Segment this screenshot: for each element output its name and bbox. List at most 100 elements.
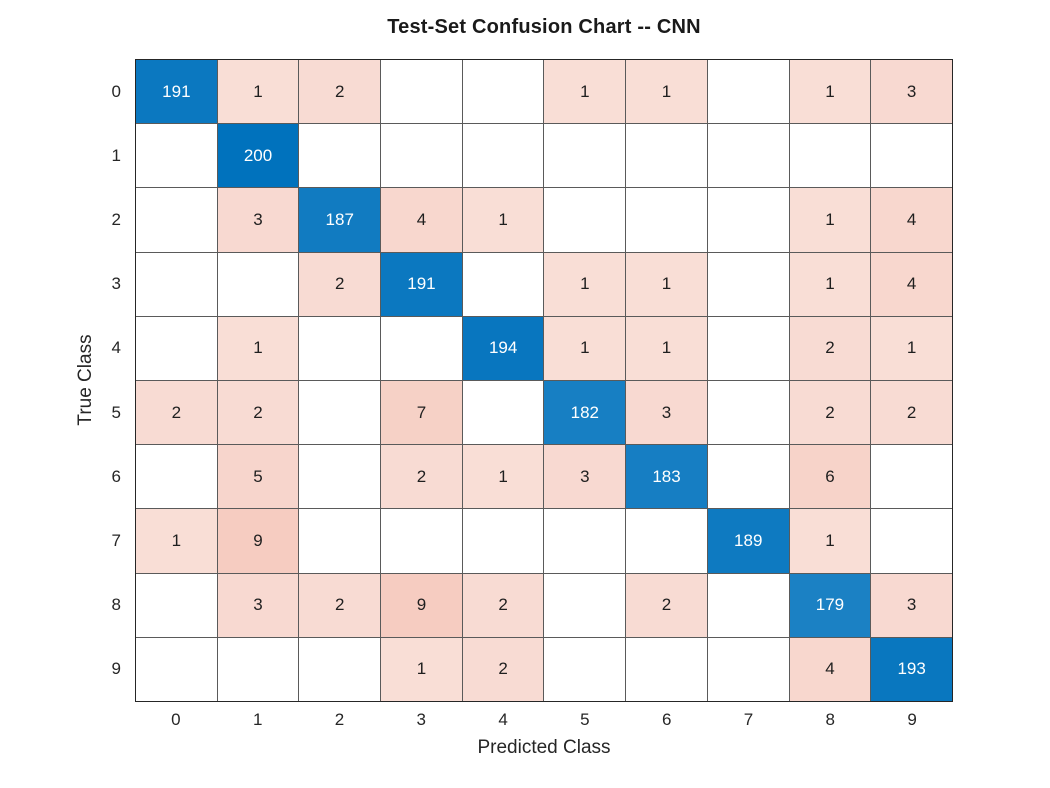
x-axis-tick-labels: 0 1 2 3 4 5 6 7 8 9 bbox=[135, 702, 953, 732]
confusion-cell bbox=[299, 381, 381, 445]
y-tick-label: 5 bbox=[111, 402, 121, 422]
y-axis-tick-labels: 0 1 2 3 4 5 6 7 8 9 bbox=[0, 60, 121, 701]
x-tick-label: 6 bbox=[661, 710, 672, 729]
confusion-cell: 1 bbox=[217, 316, 299, 380]
confusion-cell: 3 bbox=[217, 573, 299, 637]
confusion-cell bbox=[871, 445, 952, 509]
confusion-cell: 1 bbox=[462, 188, 544, 252]
confusion-cell bbox=[871, 509, 952, 573]
y-tick-label: 8 bbox=[111, 594, 121, 614]
confusion-cell bbox=[707, 252, 789, 316]
confusion-cell bbox=[789, 124, 871, 188]
confusion-cell: 1 bbox=[626, 60, 707, 124]
confusion-cell bbox=[707, 316, 789, 380]
confusion-cell: 1 bbox=[789, 252, 871, 316]
confusion-cell: 183 bbox=[626, 445, 707, 509]
confusion-cell bbox=[626, 637, 707, 701]
confusion-cell bbox=[217, 252, 299, 316]
confusion-cell bbox=[871, 124, 952, 188]
confusion-matrix-grid: 191 1 2 1 1 1 3 200 3 187 4 1 1 4 2 191 1 1 1 4 1 194 1 1 2 1 2 2 7 1… bbox=[135, 59, 953, 702]
confusion-cell: 4 bbox=[789, 637, 871, 701]
confusion-cell bbox=[462, 381, 544, 445]
confusion-cell bbox=[299, 316, 381, 380]
confusion-cell bbox=[707, 60, 789, 124]
confusion-cell bbox=[707, 124, 789, 188]
confusion-cell: 200 bbox=[217, 124, 299, 188]
confusion-cell: 1 bbox=[462, 445, 544, 509]
confusion-cell: 4 bbox=[381, 188, 462, 252]
confusion-cell bbox=[707, 573, 789, 637]
confusion-cell: 2 bbox=[299, 573, 381, 637]
confusion-cell bbox=[381, 316, 462, 380]
confusion-cell: 187 bbox=[299, 188, 381, 252]
confusion-cell: 7 bbox=[381, 381, 462, 445]
confusion-cell: 179 bbox=[789, 573, 871, 637]
confusion-cell bbox=[299, 124, 381, 188]
x-axis-label: Predicted Class bbox=[477, 737, 611, 758]
confusion-cell: 1 bbox=[544, 60, 626, 124]
confusion-cell bbox=[544, 573, 626, 637]
confusion-cell bbox=[299, 637, 381, 701]
y-tick-label: 9 bbox=[111, 658, 121, 678]
confusion-cell bbox=[381, 124, 462, 188]
confusion-cell: 9 bbox=[217, 509, 299, 573]
chart-title: Test-Set Confusion Chart -- CNN bbox=[387, 16, 701, 38]
confusion-cell bbox=[381, 60, 462, 124]
confusion-cell: 1 bbox=[789, 60, 871, 124]
confusion-cell: 5 bbox=[217, 445, 299, 509]
confusion-cell bbox=[707, 445, 789, 509]
y-tick-label: 6 bbox=[111, 466, 121, 486]
confusion-cell: 189 bbox=[707, 509, 789, 573]
confusion-cell: 3 bbox=[217, 188, 299, 252]
confusion-cell: 3 bbox=[871, 573, 952, 637]
confusion-cell: 182 bbox=[544, 381, 626, 445]
y-tick-label: 4 bbox=[111, 338, 121, 358]
y-tick-label: 7 bbox=[111, 530, 121, 550]
confusion-cell bbox=[136, 573, 217, 637]
confusion-cell: 1 bbox=[217, 60, 299, 124]
x-tick-label: 9 bbox=[907, 710, 917, 729]
x-tick-label: 7 bbox=[743, 710, 754, 729]
confusion-cell bbox=[544, 188, 626, 252]
confusion-cell: 194 bbox=[462, 316, 544, 380]
confusion-cell: 3 bbox=[871, 60, 952, 124]
confusion-cell: 9 bbox=[381, 573, 462, 637]
confusion-cell: 2 bbox=[381, 445, 462, 509]
confusion-cell: 1 bbox=[544, 316, 626, 380]
y-tick-label: 0 bbox=[111, 82, 121, 102]
y-tick-label: 1 bbox=[111, 146, 121, 166]
x-tick-label: 8 bbox=[825, 710, 836, 729]
confusion-cell: 2 bbox=[136, 381, 217, 445]
confusion-cell: 191 bbox=[136, 60, 217, 124]
confusion-cell: 2 bbox=[217, 381, 299, 445]
confusion-cell: 2 bbox=[789, 381, 871, 445]
confusion-cell bbox=[136, 316, 217, 380]
confusion-cell: 2 bbox=[299, 252, 381, 316]
confusion-cell: 1 bbox=[544, 252, 626, 316]
confusion-cell bbox=[217, 637, 299, 701]
x-tick-label: 5 bbox=[580, 710, 590, 729]
y-tick-label: 3 bbox=[111, 274, 121, 294]
confusion-cell: 1 bbox=[789, 509, 871, 573]
confusion-cell: 1 bbox=[626, 252, 707, 316]
confusion-cell: 1 bbox=[626, 316, 707, 380]
confusion-cell: 2 bbox=[462, 573, 544, 637]
confusion-cell: 1 bbox=[871, 316, 952, 380]
confusion-cell: 4 bbox=[871, 252, 952, 316]
x-tick-label: 0 bbox=[171, 710, 181, 729]
confusion-cell: 2 bbox=[871, 381, 952, 445]
confusion-cell bbox=[462, 252, 544, 316]
confusion-cell: 2 bbox=[789, 316, 871, 380]
confusion-cell: 2 bbox=[626, 573, 707, 637]
confusion-cell bbox=[544, 637, 626, 701]
confusion-cell bbox=[136, 445, 217, 509]
confusion-cell bbox=[626, 124, 707, 188]
confusion-cell bbox=[299, 509, 381, 573]
confusion-cell: 4 bbox=[871, 188, 952, 252]
confusion-cell bbox=[626, 188, 707, 252]
confusion-cell: 193 bbox=[871, 637, 952, 701]
confusion-cell bbox=[707, 381, 789, 445]
confusion-cell: 191 bbox=[381, 252, 462, 316]
confusion-cell bbox=[462, 60, 544, 124]
